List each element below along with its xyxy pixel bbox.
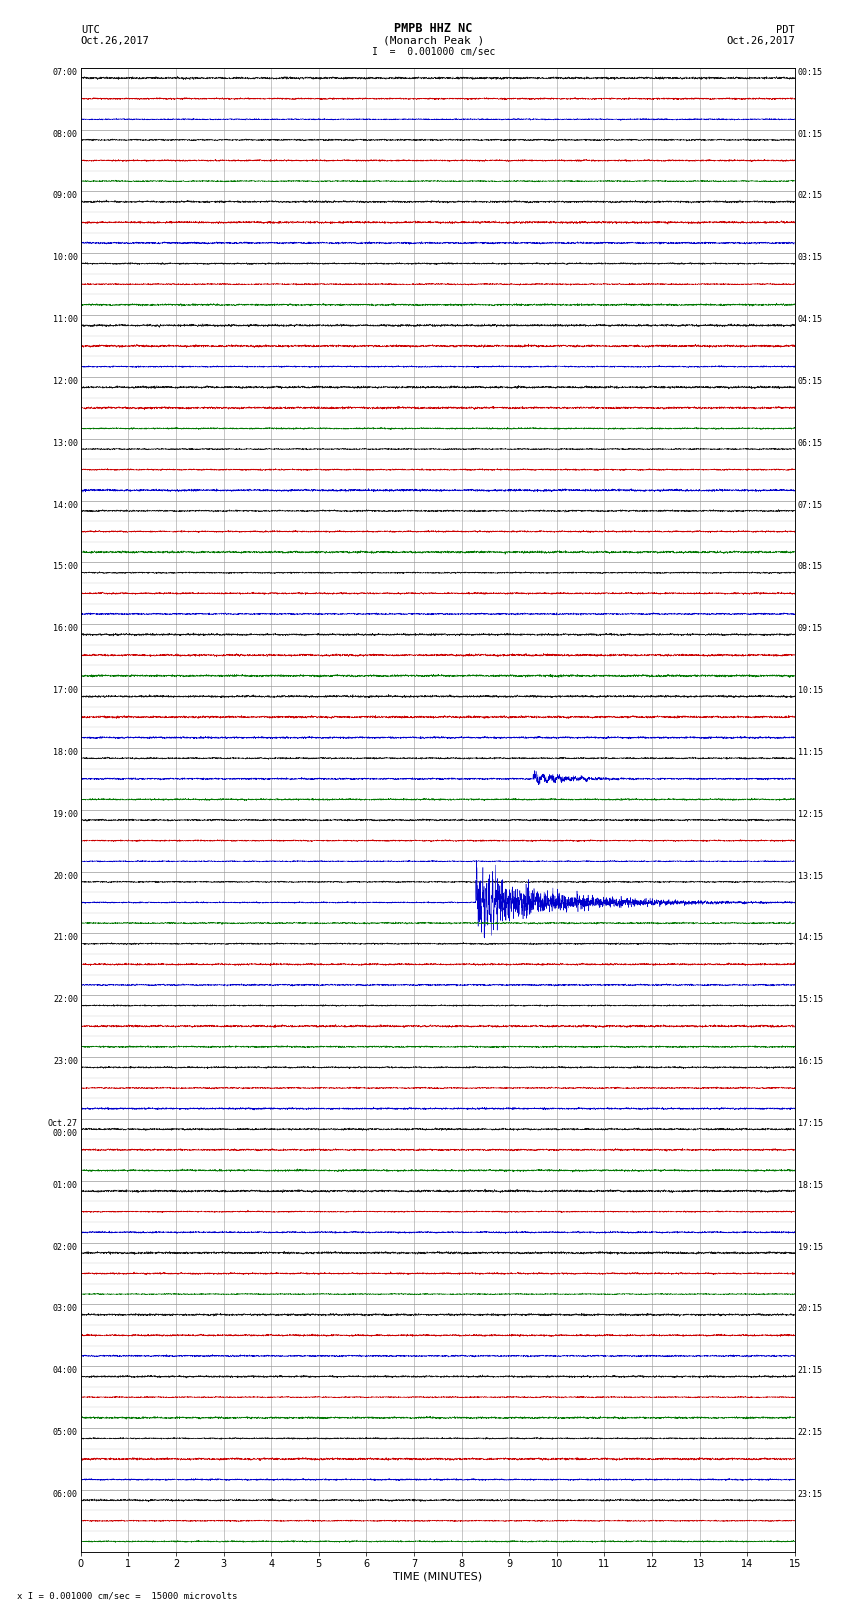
Text: PMPB HHZ NC: PMPB HHZ NC	[394, 21, 473, 35]
Text: (Monarch Peak ): (Monarch Peak )	[382, 35, 484, 45]
Text: PDT: PDT	[776, 24, 795, 35]
Text: x I = 0.001000 cm/sec =  15000 microvolts: x I = 0.001000 cm/sec = 15000 microvolts	[17, 1590, 237, 1600]
X-axis label: TIME (MINUTES): TIME (MINUTES)	[394, 1571, 482, 1581]
Text: Oct.26,2017: Oct.26,2017	[81, 35, 150, 45]
Text: I  =  0.001000 cm/sec: I = 0.001000 cm/sec	[371, 47, 496, 58]
Text: Oct.26,2017: Oct.26,2017	[726, 35, 795, 45]
Text: UTC: UTC	[81, 24, 99, 35]
